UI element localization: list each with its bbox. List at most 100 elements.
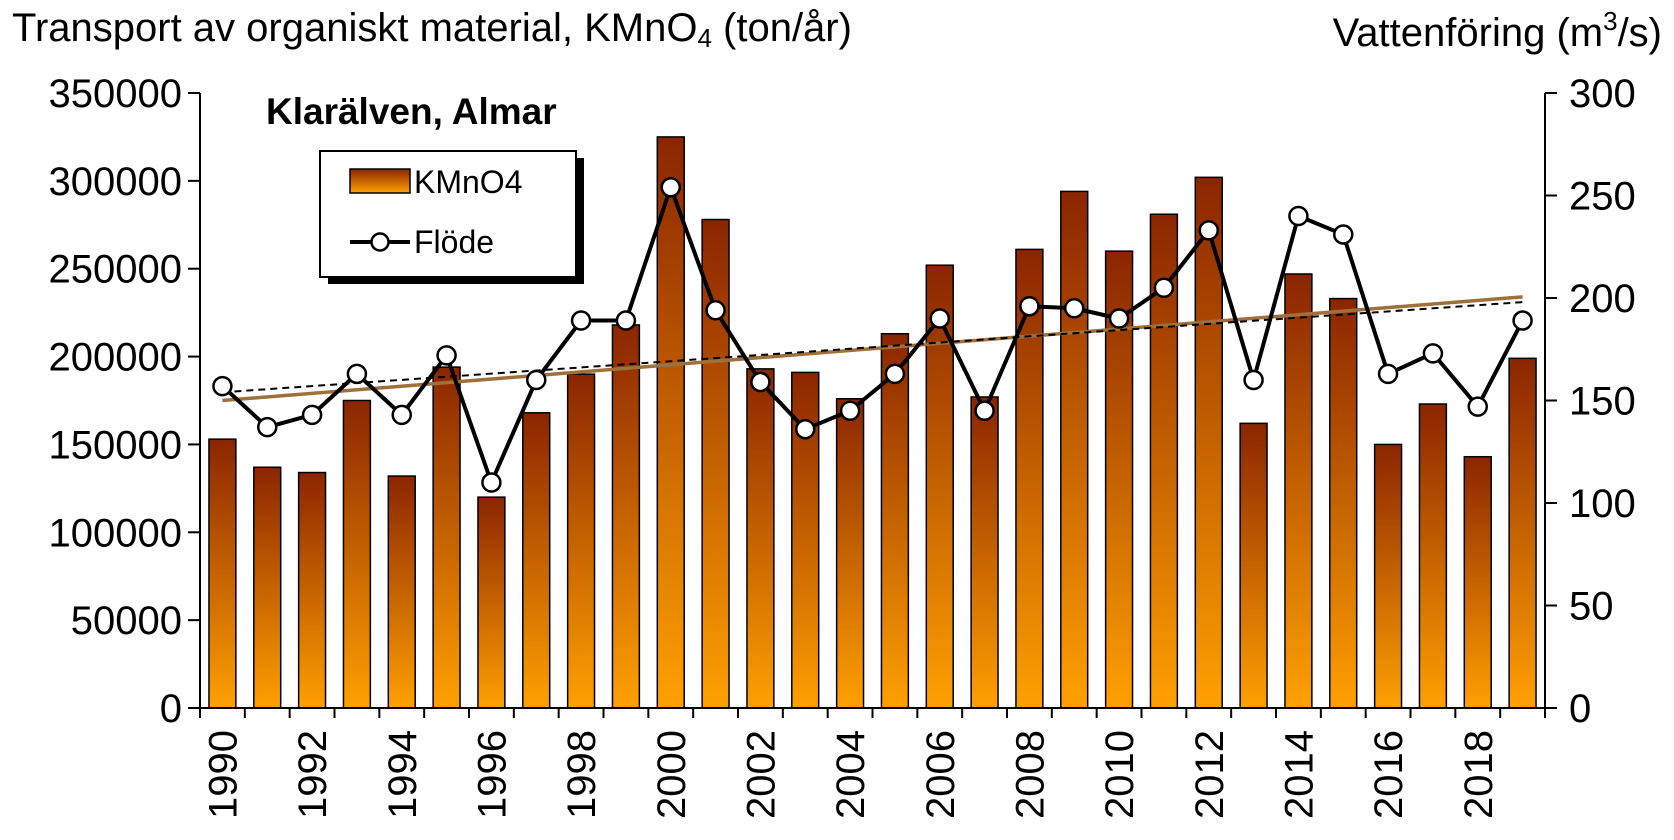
- bar-1993: [342, 399, 372, 709]
- y-right-tick-label: 300: [1569, 72, 1636, 116]
- y-right-tick-label: 50: [1569, 585, 1614, 629]
- y-left-tick-label: 150000: [49, 423, 182, 467]
- y-right-tick-label: 250: [1569, 175, 1636, 219]
- bar-1996: [477, 496, 506, 709]
- x-tick-label: 2004: [829, 730, 873, 819]
- flode-point-2009: [1064, 298, 1085, 319]
- trendline-flode: [222, 301, 1523, 394]
- y-left-tick-label: 100000: [49, 511, 182, 555]
- flode-point-2003: [795, 418, 816, 440]
- flode-point-1994: [391, 404, 412, 426]
- bar-1990: [208, 438, 237, 709]
- bar-2000: [656, 136, 685, 709]
- bar-1991: [253, 466, 282, 709]
- right-axis-title: Vattenföring (m3/s): [1333, 6, 1662, 56]
- flode-point-2010: [1108, 308, 1130, 329]
- legend: KMnO4 Flöde: [319, 150, 584, 284]
- bar-1997: [522, 412, 551, 709]
- bar-2001: [701, 218, 730, 709]
- y-right-tick-label: 0: [1569, 687, 1591, 731]
- bar-1994: [387, 475, 416, 709]
- legend-label-flode: Flöde: [414, 224, 494, 260]
- x-tick-label: 2006: [919, 730, 963, 819]
- flode-point-1995: [436, 345, 457, 366]
- x-tick-label: 2012: [1188, 730, 1232, 819]
- x-tick-label: 2014: [1277, 730, 1321, 819]
- flode-point-2015: [1333, 224, 1354, 245]
- flode-point-2001: [705, 300, 726, 321]
- flode-point-1999: [615, 310, 637, 331]
- bar-2008: [1015, 248, 1044, 709]
- x-tick-label: 1996: [470, 730, 514, 819]
- flode-point-1996: [481, 472, 502, 493]
- x-tick-label: 1994: [381, 730, 425, 819]
- flode-point-1992: [301, 404, 323, 426]
- legend-swatch-kmno4: [349, 168, 411, 194]
- flode-point-2012: [1198, 220, 1219, 241]
- bar-1999: [611, 324, 641, 709]
- x-tick-label: 2002: [739, 730, 783, 819]
- flode-point-2019: [1512, 310, 1533, 331]
- legend-marker-flode: [370, 232, 390, 252]
- bar-2005: [880, 332, 910, 709]
- flode-point-2002: [750, 371, 771, 393]
- y-right-tick-label: 100: [1569, 482, 1636, 526]
- left-axis-title-text: Transport av organiskt material, KMnO: [12, 6, 698, 50]
- x-tick-label: 2016: [1367, 730, 1411, 819]
- bar-1998: [566, 373, 596, 709]
- flode-point-2000: [660, 177, 681, 198]
- flode-point-2017: [1422, 343, 1444, 364]
- bar-2014: [1284, 273, 1313, 709]
- y-left-tick-label: 0: [160, 687, 182, 731]
- flode-point-2014: [1288, 205, 1309, 227]
- trendlines: [222, 295, 1523, 403]
- x-tick-label: 1990: [201, 730, 245, 819]
- x-tick-label: 2000: [650, 730, 694, 819]
- flode-point-1991: [257, 416, 278, 438]
- flode-point-2016: [1377, 363, 1399, 385]
- bar-2002: [746, 368, 775, 709]
- flode-point-1990: [212, 375, 233, 397]
- axes: 0 50000 100000 150000 200000 250000 300000 3500…: [49, 72, 1636, 819]
- x-tick-label: 1998: [560, 730, 604, 819]
- y-left-tick-label: 350000: [49, 72, 182, 116]
- bar-2013: [1239, 422, 1268, 709]
- flode-point-2011: [1153, 277, 1175, 298]
- flode-point-2004: [839, 400, 861, 421]
- bar-2009: [1060, 190, 1089, 709]
- bar-2007: [970, 396, 999, 709]
- x-tick-label: 1992: [291, 730, 335, 819]
- flode-point-2013: [1243, 369, 1264, 391]
- left-axis-title-subscript: 4: [697, 23, 712, 53]
- x-tick-label: 2010: [1098, 730, 1142, 819]
- bar-2018: [1463, 455, 1492, 709]
- y-left-tick-label: 250000: [49, 248, 182, 292]
- line-series-flode: [212, 177, 1533, 493]
- right-axis-title-text: Vattenföring (m: [1332, 11, 1604, 55]
- flode-point-2018: [1467, 396, 1488, 417]
- y-left-tick-label: 50000: [71, 599, 182, 643]
- flode-point-2007: [974, 400, 995, 421]
- bar-2004: [835, 397, 865, 709]
- left-axis-title-unit: (ton/år): [711, 6, 852, 50]
- y-right-tick-label: 150: [1569, 380, 1636, 424]
- chart-title: Klarälven, Almar: [266, 91, 557, 132]
- flode-point-1993: [346, 363, 368, 385]
- flode-point-1997: [526, 369, 547, 391]
- right-axis-title-superscript: 3: [1603, 6, 1618, 36]
- x-tick-label: 2008: [1008, 730, 1052, 819]
- left-axis-title: Transport av organiskt material, KMnO4 (…: [12, 6, 852, 54]
- bar-2017: [1418, 403, 1448, 709]
- flode-point-1998: [570, 310, 592, 331]
- bar-1995: [432, 366, 461, 709]
- y-left-tick-label: 200000: [49, 336, 182, 380]
- right-axis-title-unit: /s): [1617, 11, 1662, 55]
- y-right-tick-label: 200: [1569, 277, 1636, 321]
- flode-point-2005: [884, 363, 906, 385]
- flode-point-2006: [929, 308, 950, 329]
- bar-2016: [1373, 443, 1403, 709]
- y-left-tick-label: 300000: [49, 160, 182, 204]
- bar-2015: [1329, 297, 1358, 709]
- trendline-kmno4: [222, 295, 1523, 403]
